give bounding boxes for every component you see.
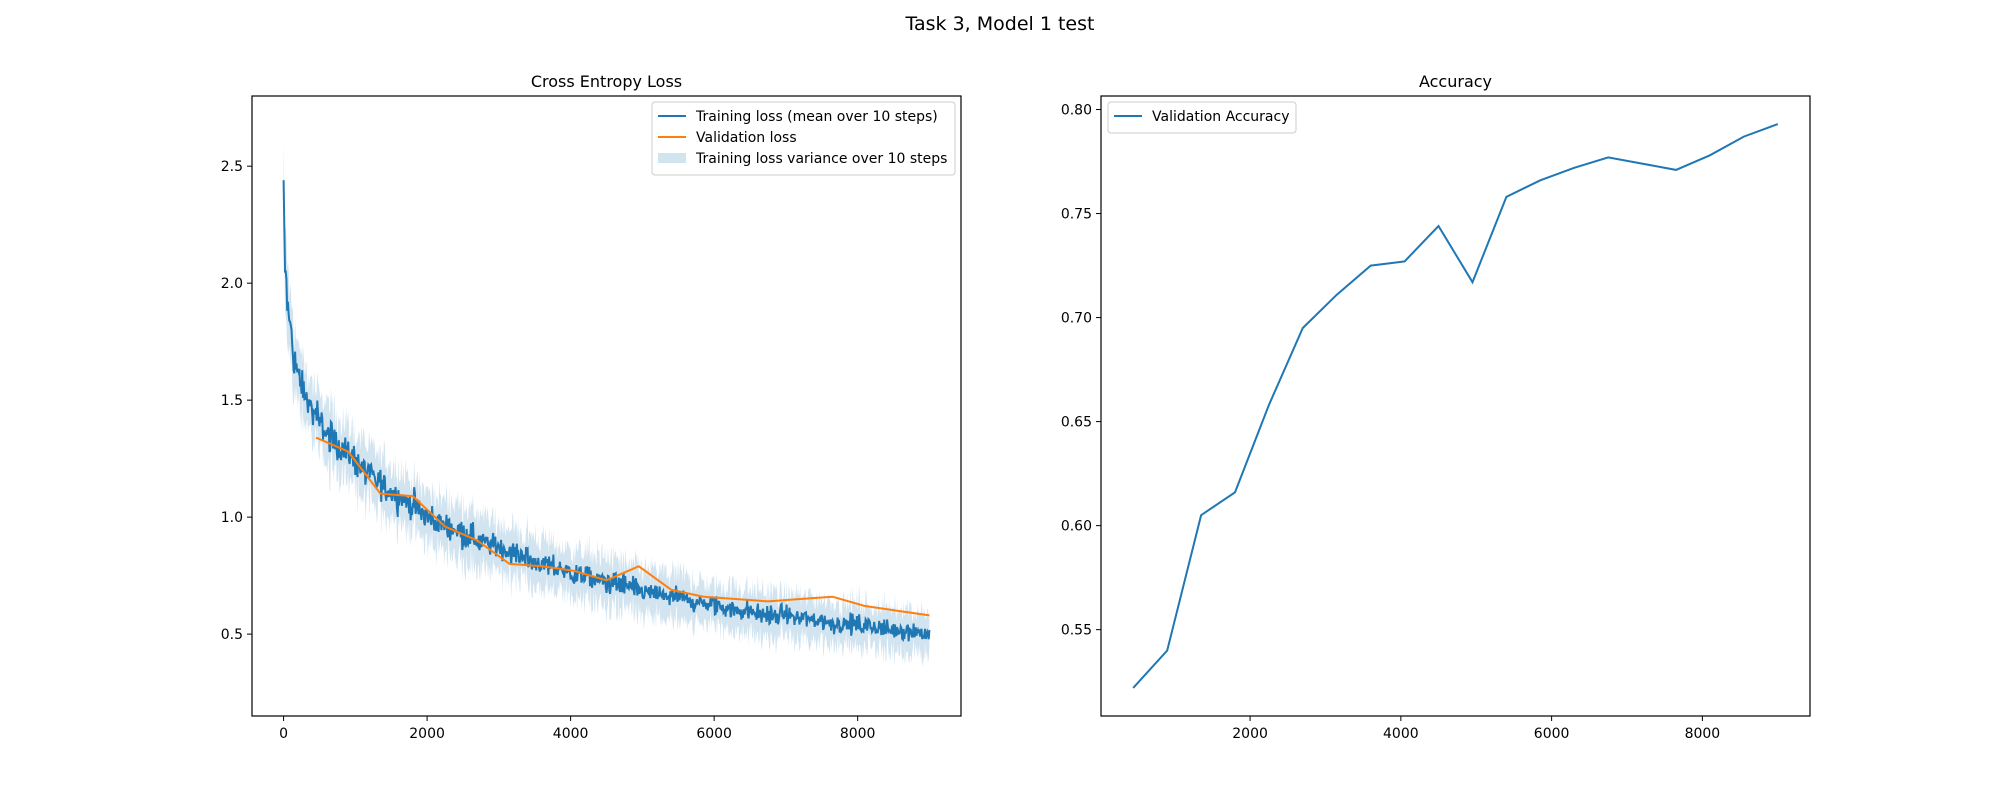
legend-label: Training loss variance over 10 steps: [695, 151, 947, 167]
y-tick-label: 1.5: [221, 393, 243, 409]
legend-label: Training loss (mean over 10 steps): [695, 109, 938, 125]
accuracy-panel: Accuracy 2000 4000 6000 8000 0.55 0.60 0.65 0.70…: [1061, 72, 1811, 742]
x-tick-label: 4000: [553, 726, 589, 742]
y-tick-label: 0.5: [221, 627, 243, 643]
x-tick-label: 0: [279, 726, 288, 742]
figure-title: Task 3, Model 1 test: [905, 13, 1095, 35]
axes-frame: [251, 95, 962, 717]
legend-label: Validation Accuracy: [1152, 109, 1290, 125]
legend-box: [1107, 101, 1297, 134]
legend-swatch: [658, 153, 686, 163]
x-tick-label: 2000: [1232, 726, 1268, 742]
validation-loss-line: [315, 436, 930, 617]
axes-frame: [1100, 95, 1811, 717]
legend-box: [651, 101, 956, 176]
y-tick-label: 2.0: [221, 276, 243, 292]
plot-area: [282, 137, 931, 667]
training-loss-line: [282, 180, 931, 643]
panel-title: Accuracy: [1419, 72, 1492, 91]
x-tick-label: 6000: [696, 726, 732, 742]
y-tick-label: 0.60: [1061, 519, 1092, 535]
y-tick-label: 0.65: [1061, 415, 1092, 431]
legend-label: Validation loss: [696, 130, 797, 146]
validation-accuracy-line: [1132, 123, 1779, 689]
x-tick-label: 6000: [1534, 726, 1570, 742]
x-tick-label: 4000: [1383, 726, 1419, 742]
x-tick-label: 8000: [1685, 726, 1721, 742]
loss-panel: Cross Entropy Loss 0 2000 4000 6000 8000 0.5 1.…: [221, 72, 962, 742]
legend: Training loss (mean over 10 steps) Valida…: [651, 101, 956, 176]
y-tick-label: 1.0: [221, 510, 243, 526]
y-tick-label: 0.70: [1061, 311, 1092, 327]
y-tick-label: 0.55: [1061, 623, 1092, 639]
plot-area: [1132, 123, 1779, 689]
panel-title: Cross Entropy Loss: [531, 72, 682, 91]
y-tick-label: 0.75: [1061, 207, 1092, 223]
legend: Validation Accuracy: [1107, 101, 1297, 134]
y-tick-label: 0.80: [1061, 103, 1092, 119]
y-tick-label: 2.5: [221, 159, 243, 175]
x-tick-label: 8000: [840, 726, 876, 742]
training-variance-band: [283, 137, 930, 667]
x-tick-label: 2000: [409, 726, 445, 742]
